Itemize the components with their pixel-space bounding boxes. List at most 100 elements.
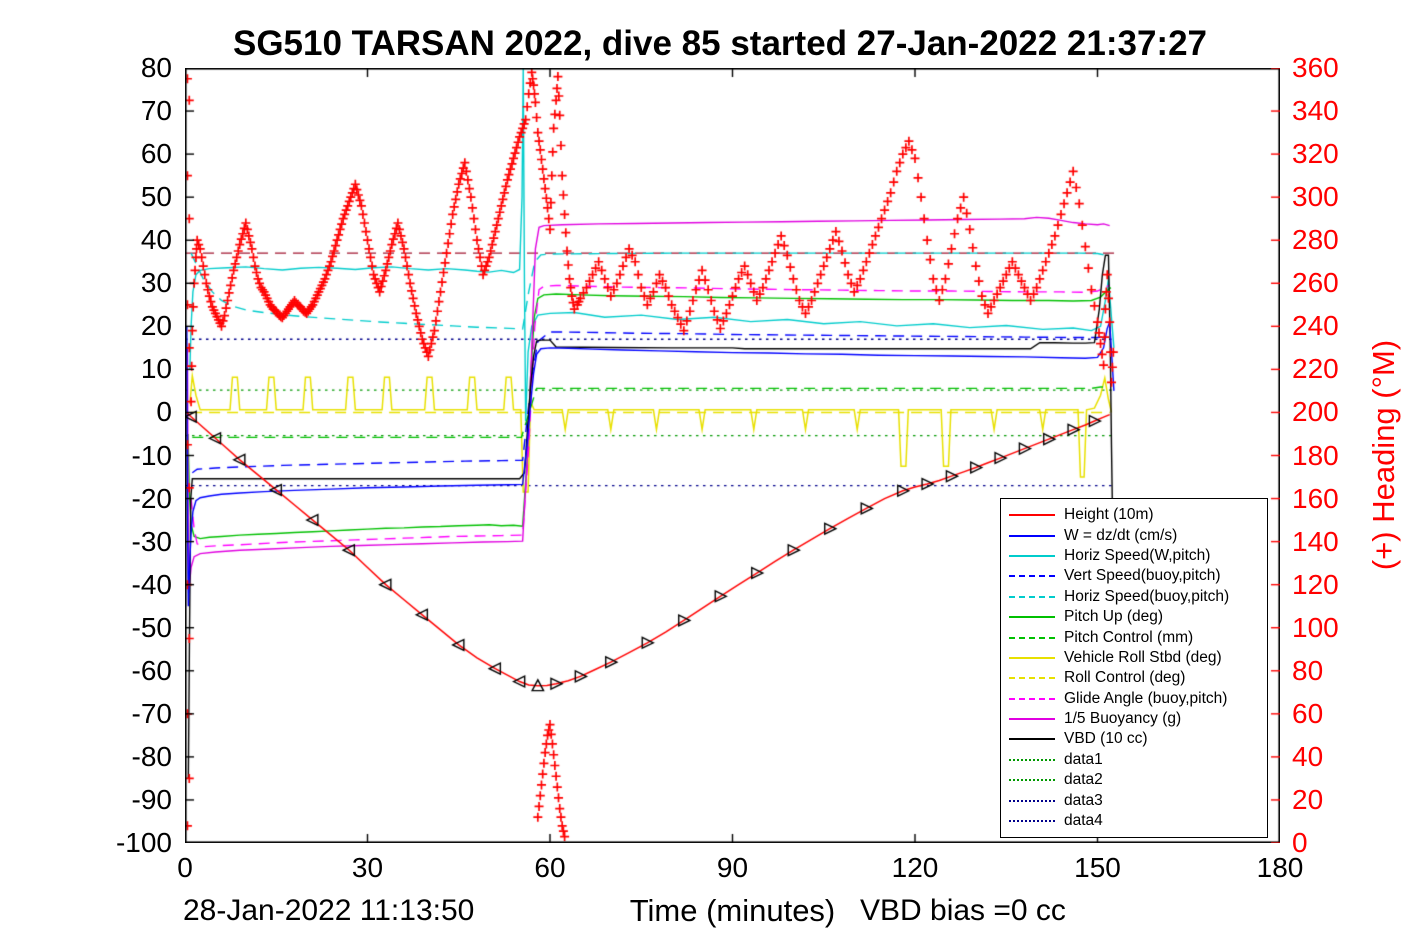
y-left-tick-label: 40 <box>140 224 172 256</box>
legend-sample-solid-line <box>1009 616 1055 619</box>
y-right-tick-label: 300 <box>1292 181 1339 213</box>
start-date-label: 28-Jan-2022 11:13:50 <box>183 894 475 927</box>
legend-entry: 1/5 Buoyancy (g) <box>1001 709 1267 729</box>
legend-sample-solid-line <box>1009 534 1055 537</box>
legend-label: 1/5 Buoyancy (g) <box>1064 710 1182 728</box>
legend-entry: Vert Speed(buoy,pitch) <box>1001 566 1267 586</box>
legend-entry: Vehicle Roll Stbd (deg) <box>1001 648 1267 668</box>
y-left-tick-label: 80 <box>140 52 172 83</box>
legend-entry: Glide Angle (buoy,pitch) <box>1001 689 1267 709</box>
y-left-tick-label: -90 <box>131 783 172 815</box>
legend-label: Vert Speed(buoy,pitch) <box>1064 567 1221 585</box>
legend-sample-dotted-line <box>1009 779 1055 782</box>
y-right-tick-label: 140 <box>1292 525 1339 557</box>
x-tick-label: 120 <box>891 852 939 883</box>
legend-entry: Pitch Control (mm) <box>1001 627 1267 647</box>
plot-area: Height (10m) W = dz/dt (cm/s) Horiz Speed(… <box>185 68 1280 843</box>
legend-label: data4 <box>1064 812 1103 830</box>
legend-sample-solid-line <box>1009 738 1055 741</box>
y-left-tick-label: -30 <box>131 525 172 557</box>
y-right-tick-label: 360 <box>1292 52 1339 83</box>
legend-entry: Horiz Speed(W,pitch) <box>1001 546 1267 566</box>
legend-sample-dashed-line <box>1009 636 1055 639</box>
vbd-bias-label: VBD bias =0 cc <box>860 894 1066 927</box>
legend-entry: W = dz/dt (cm/s) <box>1001 525 1267 545</box>
legend-sample-dashed-line <box>1009 595 1055 598</box>
y-right-tick-label: 20 <box>1292 783 1324 815</box>
chart-title: SG510 TARSAN 2022, dive 85 started 27-Ja… <box>232 24 1208 63</box>
y-right-tick-label: 260 <box>1292 267 1339 299</box>
y-right-tick-label: 320 <box>1292 138 1339 170</box>
y-right-tick-label: 200 <box>1292 396 1339 428</box>
y-left-tick-label: 70 <box>140 95 172 127</box>
legend-entry: data4 <box>1001 811 1267 831</box>
y-right-tick-label: 180 <box>1292 439 1339 471</box>
y-right-tick-label: 80 <box>1292 654 1324 686</box>
y-left-tick-label: -80 <box>131 740 172 772</box>
legend-label: Horiz Speed(buoy,pitch) <box>1064 587 1230 605</box>
y-right-tick-label: 240 <box>1292 310 1339 342</box>
y-left-tick-label: 50 <box>140 181 172 213</box>
legend-label: data3 <box>1064 791 1103 809</box>
y-left-tick-label: -40 <box>131 568 172 600</box>
legend-sample-solid-line <box>1009 718 1055 721</box>
x-tick-label: 60 <box>534 852 566 883</box>
legend-label: data2 <box>1064 771 1103 789</box>
x-tick-label: 180 <box>1256 852 1304 883</box>
y-left-tick-label: -60 <box>131 654 172 686</box>
legend-label: Roll Control (deg) <box>1064 669 1186 687</box>
legend-label: W = dz/dt (cm/s) <box>1064 526 1178 544</box>
legend-entry: data3 <box>1001 790 1267 810</box>
legend-label: Horiz Speed(W,pitch) <box>1064 546 1211 564</box>
y-left-tick-label: 30 <box>140 267 172 299</box>
y-right-tick-label: 160 <box>1292 482 1339 514</box>
legend-label: Height (10m) <box>1064 506 1154 524</box>
y-left-tick-label: -20 <box>131 482 172 514</box>
legend-sample-dotted-line <box>1009 758 1055 761</box>
x-tick-label: 30 <box>351 852 384 883</box>
y-right-tick-label: 40 <box>1292 740 1324 772</box>
legend-entry: Roll Control (deg) <box>1001 668 1267 688</box>
legend-sample-dotted-line <box>1009 799 1055 802</box>
y-left-tick-label: -100 <box>115 827 172 858</box>
y-right-tick-label: 120 <box>1292 568 1339 600</box>
y-right-tick-label: 280 <box>1292 224 1339 256</box>
y-right-tick-label: 100 <box>1292 611 1339 643</box>
y-left-tick-label: 0 <box>156 396 172 428</box>
legend-entry: data1 <box>1001 750 1267 770</box>
y-right-tick-label: 220 <box>1292 353 1339 385</box>
x-tick-label: 90 <box>716 852 749 883</box>
legend-entry: Pitch Up (deg) <box>1001 607 1267 627</box>
legend-label: data1 <box>1064 750 1103 768</box>
legend-sample-solid-line <box>1009 514 1055 517</box>
x-tick-label: 0 <box>177 852 193 883</box>
y-left-tick-label: -70 <box>131 697 172 729</box>
y-right-tick-label: 0 <box>1292 827 1308 858</box>
legend-sample-solid-line <box>1009 554 1055 557</box>
y-left-tick-label: -10 <box>131 439 172 471</box>
y-left-tick-label: -50 <box>131 611 172 643</box>
legend-entry: Height (10m) <box>1001 505 1267 525</box>
y-left-tick-label: 20 <box>140 310 172 342</box>
y-right-tick-label: 340 <box>1292 95 1339 127</box>
legend-label: Pitch Control (mm) <box>1064 628 1194 646</box>
y-right-tick-label: 60 <box>1292 697 1324 729</box>
y-right-axis-label: (+) Heading (°M) <box>1366 339 1401 571</box>
legend-sample-dashed-line <box>1009 677 1055 680</box>
y-left-tick-label: 10 <box>140 353 172 385</box>
legend-sample-dashed-line <box>1009 575 1055 578</box>
legend-entry: data2 <box>1001 770 1267 790</box>
legend: Height (10m) W = dz/dt (cm/s) Horiz Speed(… <box>1000 498 1268 839</box>
legend-sample-dotted-line <box>1009 820 1055 823</box>
legend-label: VBD (10 cc) <box>1064 730 1148 748</box>
legend-label: Pitch Up (deg) <box>1064 608 1164 626</box>
y-left-tick-label: 60 <box>140 138 172 170</box>
legend-entry: Horiz Speed(buoy,pitch) <box>1001 587 1267 607</box>
x-tick-label: 150 <box>1074 852 1121 883</box>
legend-label: Vehicle Roll Stbd (deg) <box>1064 648 1222 666</box>
legend-sample-solid-line <box>1009 656 1055 659</box>
legend-sample-dashed-line <box>1009 697 1055 700</box>
x-axis-label: Time (minutes) <box>629 893 836 928</box>
legend-entry: VBD (10 cc) <box>1001 729 1267 749</box>
